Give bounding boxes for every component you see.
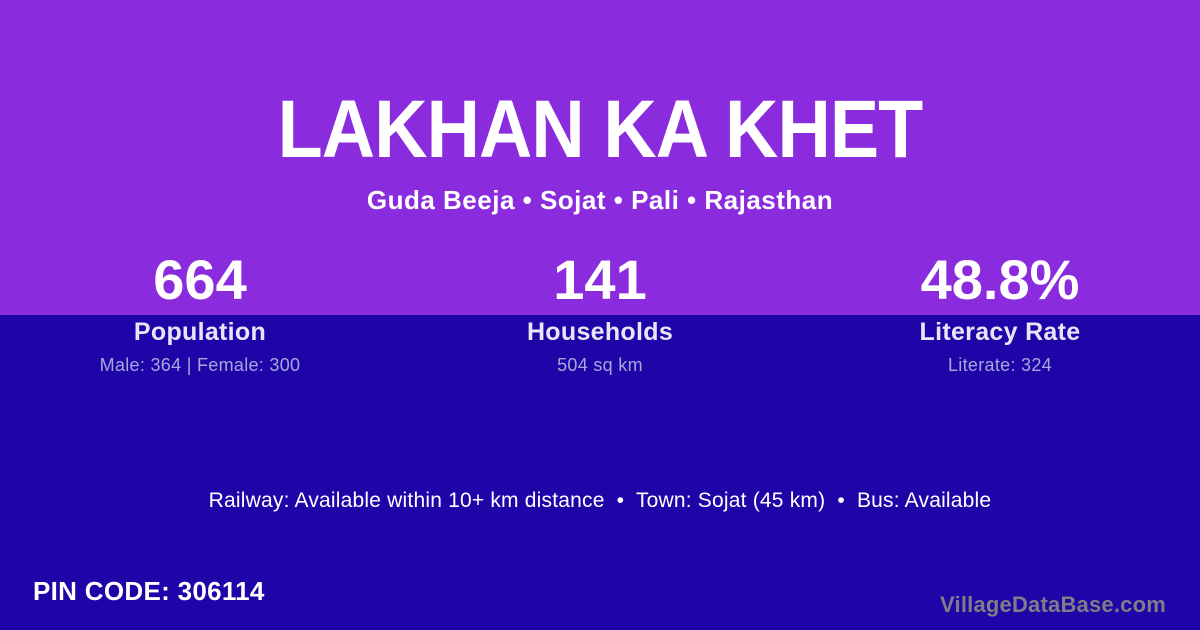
top-section-background <box>0 0 1200 315</box>
population-label: Population <box>133 318 267 346</box>
village-title: LAKHAN KA KHET <box>277 84 924 175</box>
site-watermark: VillageDataBase.com <box>940 592 1166 617</box>
literacy-detail: Literate: 324 <box>948 355 1052 375</box>
literacy-value: 48.8% <box>920 248 1080 311</box>
amenities-line: Railway: Available within 10+ km distanc… <box>208 489 992 512</box>
population-detail: Male: 364 | Female: 300 <box>99 355 301 375</box>
households-value: 141 <box>553 248 647 311</box>
pin-code: PIN CODE: 306114 <box>33 576 265 606</box>
location-breadcrumb: Guda Beeja • Sojat • Pali • Rajasthan <box>366 185 834 215</box>
households-label: Households <box>526 318 674 346</box>
population-value: 664 <box>153 248 247 311</box>
literacy-label: Literacy Rate <box>919 318 1081 346</box>
households-detail: 504 sq km <box>557 355 643 375</box>
bottom-section-background <box>0 315 1200 630</box>
